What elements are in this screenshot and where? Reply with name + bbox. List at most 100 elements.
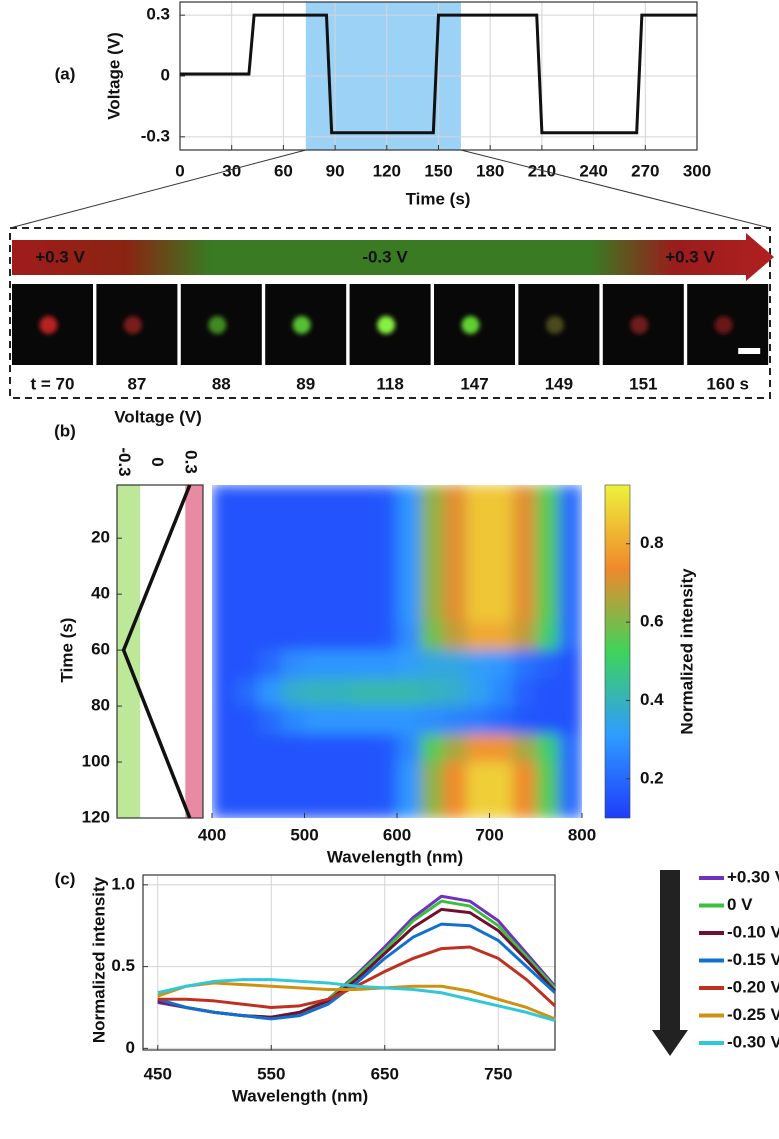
heatmap-cell: [212, 485, 236, 511]
heatmap-cell: [466, 706, 490, 735]
heatmap-cell: [420, 566, 444, 595]
heatmap-cell: [258, 622, 282, 651]
heatmap-cell: [466, 762, 490, 791]
y-tick-label: 0: [126, 1038, 135, 1057]
heatmap-cell: [327, 790, 352, 818]
heatmap-cell: [397, 594, 421, 623]
heatmap-cell: [281, 510, 305, 539]
heatmap-cell: [304, 734, 329, 763]
heatmap-cell: [535, 650, 560, 679]
colorbar-tick-label: 0.6: [640, 612, 664, 631]
heatmap-clip: [212, 485, 582, 818]
heatmap-cell: [235, 485, 259, 511]
heatmap-cell: [489, 650, 514, 679]
heatmap-cell: [281, 790, 305, 818]
heatmap-cell: [304, 510, 329, 539]
heatmap-cell: [373, 622, 398, 651]
y-tick-label: 80: [91, 696, 110, 715]
particle: [292, 316, 311, 334]
heatmap-cell: [304, 622, 329, 651]
heatmap-cell: [327, 706, 352, 735]
x-tick-label: 0: [175, 161, 184, 180]
heatmap-cell: [466, 485, 490, 511]
heatmap-cell: [281, 762, 305, 791]
x-tick-label: 800: [568, 825, 596, 844]
heatmap-cell: [350, 538, 375, 567]
heatmap-cell: [466, 790, 490, 818]
heatmap-cell: [512, 485, 537, 511]
panel-label: (a): [55, 64, 76, 83]
heatmap-cell: [235, 734, 259, 763]
particle: [461, 316, 480, 334]
heatmap-cell: [258, 734, 282, 763]
x-axis-label: Wavelength (nm): [232, 1086, 368, 1105]
heatmap-cell: [420, 790, 444, 818]
heatmap-cell: [304, 762, 329, 791]
plot-frame: [116, 484, 204, 819]
arrow-label: +0.3 V: [35, 247, 85, 266]
heatmap-cell: [558, 678, 582, 707]
zoom-line: [9, 149, 306, 229]
heatmap-cell: [558, 566, 582, 595]
heatmap-cell: [258, 485, 282, 511]
heatmap-cell: [397, 790, 421, 818]
heatmap-cell: [443, 485, 467, 511]
heatmap-cell: [420, 734, 444, 763]
heatmap-cell: [235, 566, 259, 595]
legend-label: -0.20 V: [727, 977, 779, 996]
heatmap-cell: [397, 622, 421, 651]
colorbar-label: Normalized intensity: [677, 568, 696, 735]
heatmap-cell: [512, 790, 537, 818]
arrow-label: +0.3 V: [665, 247, 715, 266]
heatmap-cell: [235, 622, 259, 651]
particle: [208, 316, 227, 334]
heatmap-cell: [489, 510, 514, 539]
heatmap-cell: [466, 510, 490, 539]
x-tick-label: -0.3: [115, 447, 134, 476]
heatmap-cell: [327, 622, 352, 651]
heatmap-cell: [373, 485, 398, 511]
y-tick-label: -0.3: [141, 126, 170, 145]
y-tick-label: 60: [91, 640, 110, 659]
heatmap-cell: [212, 510, 236, 539]
heatmap-cell: [304, 790, 329, 818]
heatmap-cell: [258, 678, 282, 707]
heatmap-cell: [397, 678, 421, 707]
y-tick-label: 100: [82, 752, 110, 771]
series-line: [157, 978, 556, 1023]
y-tick-label: 0: [161, 65, 170, 84]
heatmap-cell: [558, 485, 582, 511]
heatmap-cell: [489, 678, 514, 707]
heatmap-cell: [443, 790, 467, 818]
heatmap-cell: [535, 734, 560, 763]
heatmap-cell: [327, 678, 352, 707]
heatmap-cell: [373, 762, 398, 791]
heatmap-cell: [350, 566, 375, 595]
voltage-band: [185, 485, 203, 818]
heatmap-cell: [558, 650, 582, 679]
heatmap-cell: [443, 678, 467, 707]
heatmap-cell: [350, 734, 375, 763]
x-tick-label: 750: [484, 1064, 512, 1083]
heatmap-cell: [420, 622, 444, 651]
heatmap-cell: [258, 762, 282, 791]
heatmap-cell: [535, 594, 560, 623]
x-tick-label: 210: [528, 161, 556, 180]
heatmap-cell: [212, 594, 236, 623]
heatmap-cell: [350, 650, 375, 679]
x-axis-label: Time (s): [406, 189, 471, 208]
scale-bar: [738, 348, 761, 354]
heatmap-cell: [212, 538, 236, 567]
heatmap-cell: [373, 790, 398, 818]
heatmap-cell: [373, 566, 398, 595]
heatmap-cell: [558, 790, 582, 818]
heatmap-cell: [512, 622, 537, 651]
particle: [545, 316, 564, 334]
x-tick-label: 240: [579, 161, 607, 180]
heatmap-cell: [489, 790, 514, 818]
voltage-line: [180, 13, 697, 135]
heatmap-cell: [281, 734, 305, 763]
legend-label: +0.30 V: [727, 867, 779, 886]
heatmap-cell: [466, 678, 490, 707]
